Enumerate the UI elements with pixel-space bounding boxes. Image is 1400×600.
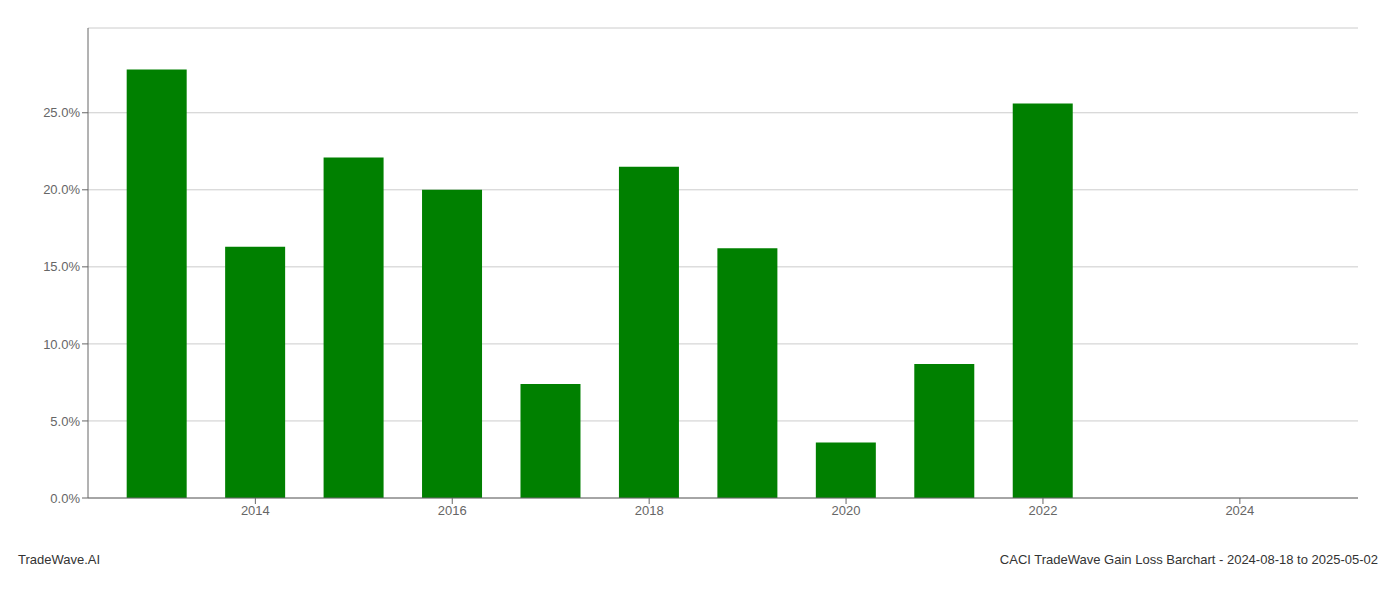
- svg-text:5.0%: 5.0%: [50, 414, 80, 429]
- svg-text:2020: 2020: [832, 503, 861, 518]
- html-text:TradeWave.AI: TradeWave.AI: [18, 552, 101, 567]
- svg-text:2016: 2016: [438, 503, 467, 518]
- svg-text:0.0%: 0.0%: [50, 491, 80, 506]
- svg-text:2014: 2014: [241, 503, 270, 518]
- html-text:CACI TradeWave Gain Loss Barch: CACI TradeWave Gain Loss Barchart - 2024…: [999, 552, 1378, 567]
- svg-text:25.0%: 25.0%: [43, 105, 80, 120]
- svg-text:2022: 2022: [1029, 503, 1058, 518]
- svg-text:15.0%: 15.0%: [43, 259, 80, 274]
- svg-text:20.0%: 20.0%: [43, 182, 80, 197]
- svg-text:10.0%: 10.0%: [43, 337, 80, 352]
- svg-text:2018: 2018: [635, 503, 664, 518]
- svg-text:2024: 2024: [1225, 503, 1254, 518]
